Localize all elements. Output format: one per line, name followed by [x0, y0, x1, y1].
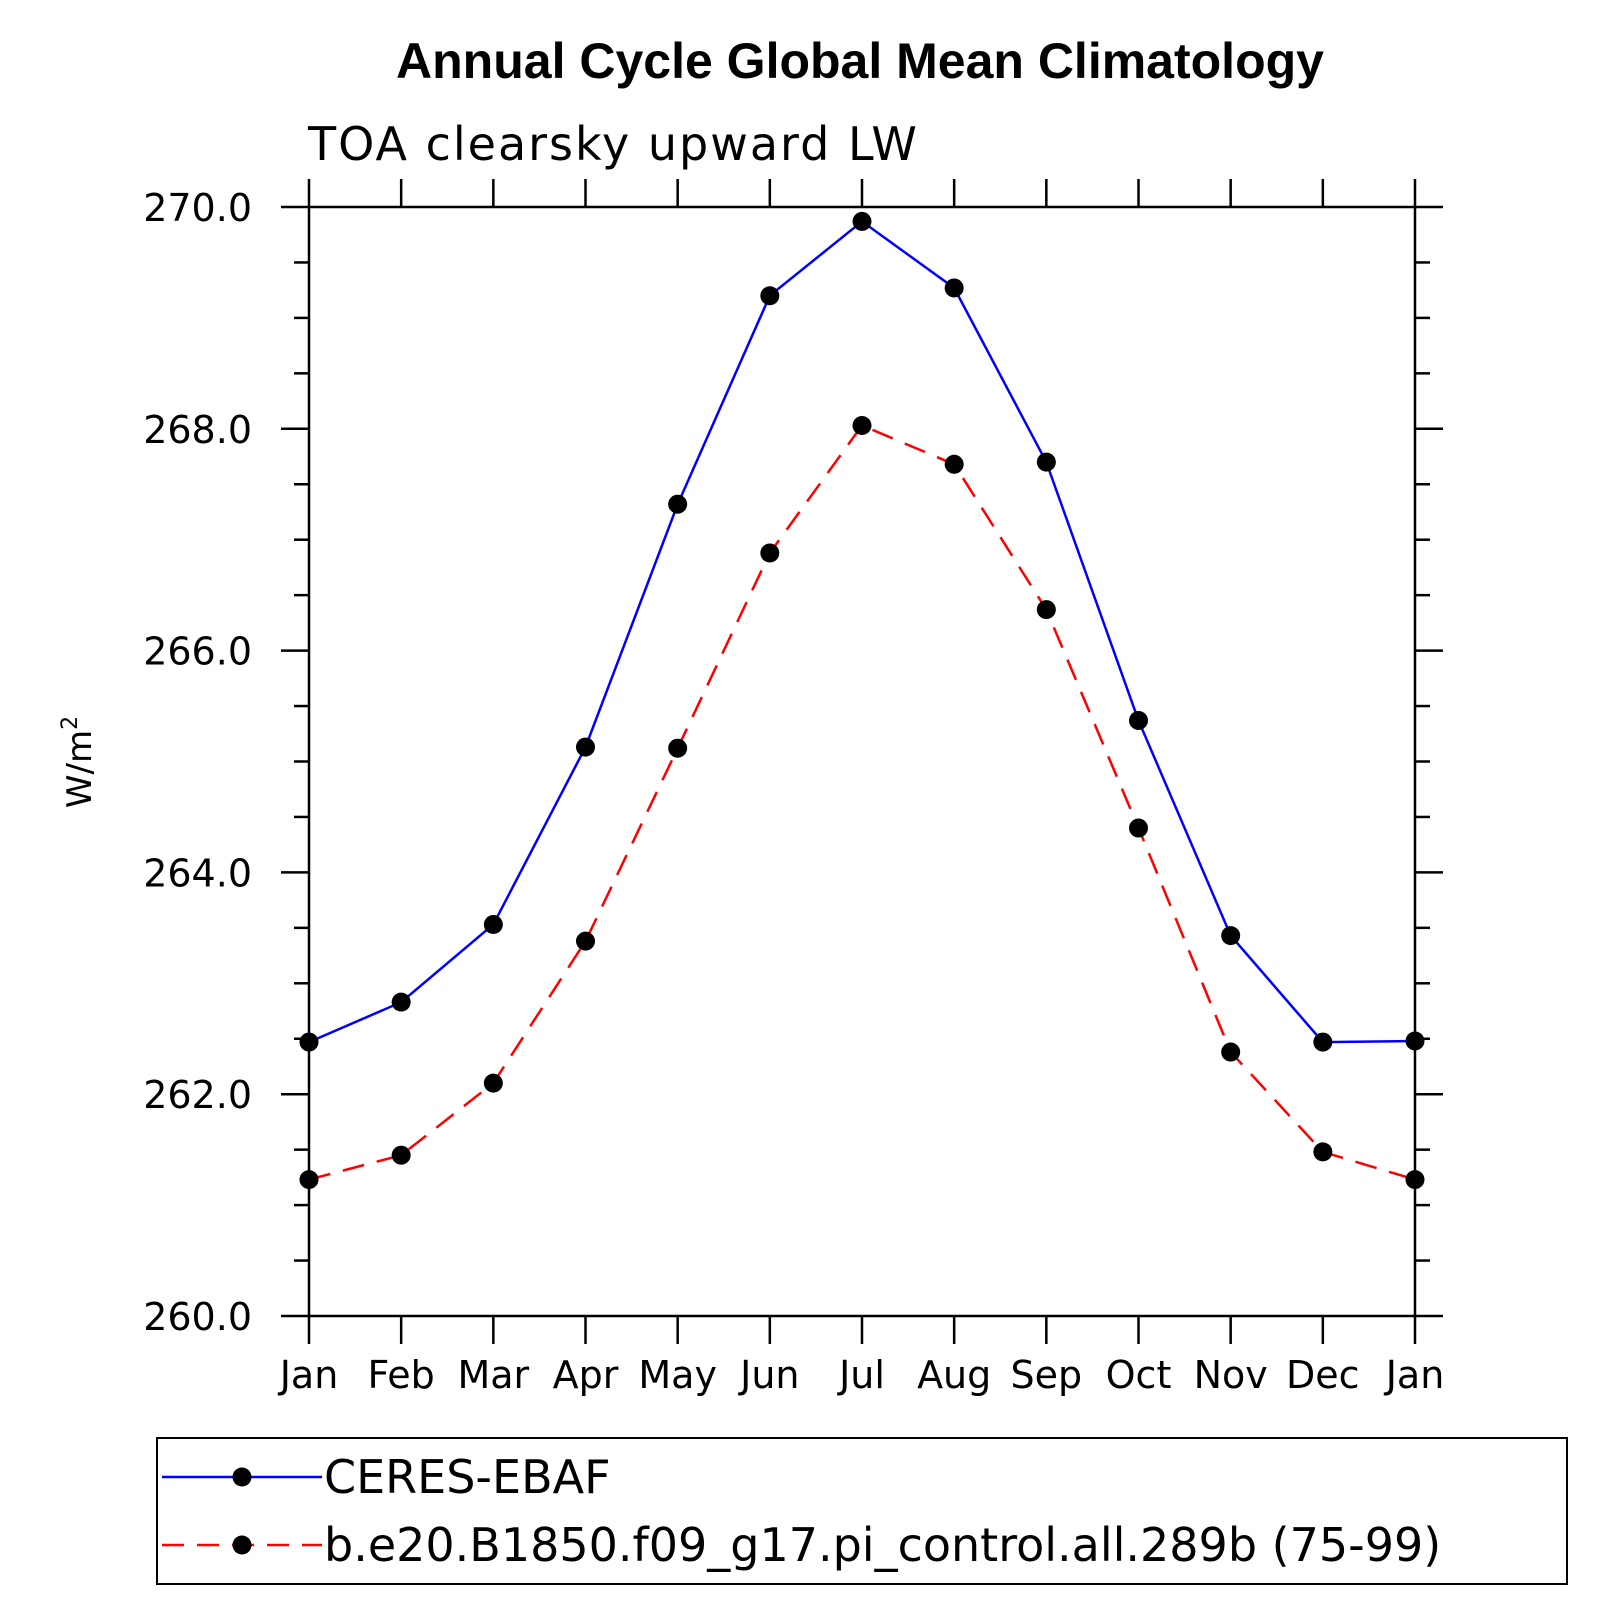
legend-marker	[232, 1467, 252, 1487]
chart-title: Annual Cycle Global Mean Climatology	[396, 33, 1324, 89]
y-tick-label: 266.0	[143, 630, 252, 674]
y-tick-label: 264.0	[143, 851, 252, 895]
data-point	[852, 211, 872, 231]
data-point	[483, 1073, 503, 1093]
data-point	[1036, 600, 1056, 620]
data-point	[299, 1032, 319, 1052]
x-tick-label: Jul	[837, 1353, 885, 1397]
y-tick-label: 260.0	[143, 1295, 252, 1339]
series-line-1	[308, 423, 1416, 1181]
data-point	[1129, 710, 1148, 730]
data-point	[391, 992, 411, 1012]
x-tick-label: Jan	[278, 1353, 339, 1397]
x-tick-label: Apr	[553, 1353, 619, 1397]
chart-subtitle: TOA clearsky upward LW	[307, 117, 919, 171]
axes: 260.0 262.0 264.0 266.0 268.0 270.0 Jan Feb Mar A…	[58, 179, 1444, 1397]
data-point	[1221, 1042, 1241, 1062]
data-point	[760, 286, 780, 306]
data-point	[1313, 1142, 1333, 1162]
data-point	[1036, 452, 1056, 472]
series-lines	[299, 211, 1425, 1190]
data-point	[668, 738, 688, 758]
y-tick-label: 270.0	[143, 186, 252, 230]
data-point	[1221, 926, 1241, 946]
legend-label-1: b.e20.B1850.f09_g17.pi_control.all.289b …	[324, 1518, 1441, 1572]
x-tick-label: Aug	[917, 1353, 991, 1397]
x-tick-label: Sep	[1011, 1353, 1083, 1397]
data-point	[760, 543, 780, 563]
x-tick-label: Mar	[457, 1353, 529, 1397]
plot-frame	[307, 205, 1417, 1318]
data-point	[483, 915, 503, 935]
y-tick-label: 268.0	[143, 408, 252, 452]
legend-marker	[232, 1535, 252, 1555]
data-point	[576, 931, 595, 951]
data-point	[668, 494, 688, 514]
data-point	[1129, 818, 1148, 838]
y-axis-label: W/m2	[58, 716, 100, 808]
y-tick-label: 262.0	[143, 1073, 252, 1117]
x-tick-label: Dec	[1286, 1353, 1360, 1397]
data-point	[1313, 1032, 1333, 1052]
data-point	[944, 454, 964, 474]
data-point	[1405, 1170, 1425, 1190]
legend-box	[156, 1437, 1568, 1585]
data-point	[391, 1145, 411, 1165]
x-tick-label: Jan	[1384, 1353, 1445, 1397]
data-point	[1405, 1031, 1425, 1051]
legend-label-0: CERES-EBAF	[324, 1450, 611, 1504]
legend: CERES-EBAF b.e20.B1850.f09_g17.pi_control…	[156, 1437, 1568, 1585]
x-tick-label: Jun	[738, 1353, 799, 1397]
data-point	[299, 1170, 319, 1190]
series-line-0	[308, 219, 1416, 1044]
x-tick-label: May	[638, 1353, 717, 1397]
x-tick-label: Nov	[1194, 1353, 1268, 1397]
x-tick-label: Feb	[368, 1353, 435, 1397]
data-point	[852, 415, 872, 435]
data-point	[944, 278, 964, 298]
x-tick-label: Oct	[1106, 1353, 1172, 1397]
data-point	[576, 737, 595, 757]
